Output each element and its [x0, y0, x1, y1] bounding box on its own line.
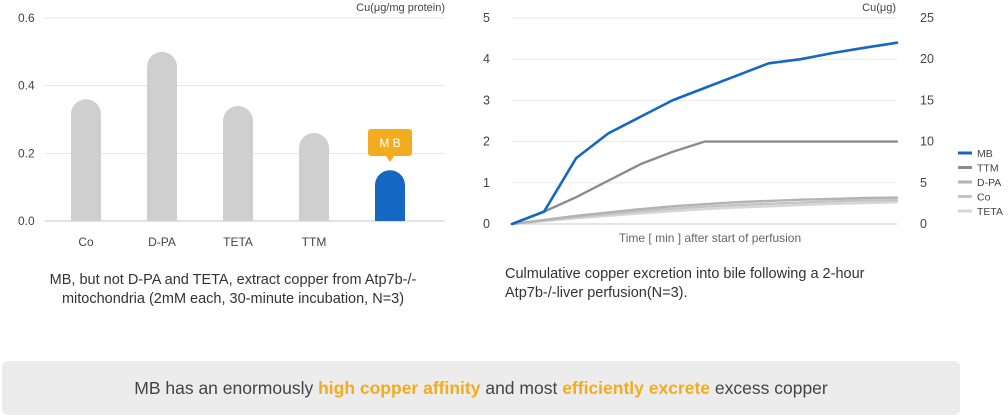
mb-callout-box	[368, 129, 412, 156]
banner-highlight-excrete: efficiently excrete	[562, 377, 711, 398]
right-legend: MB TTM D-PA Co TETA	[958, 148, 1003, 218]
right-left-y-axis: 0 1 2 3 4 5	[483, 11, 490, 231]
banner-text-3: excess copper	[710, 377, 828, 398]
right-left-tick-label: 2	[483, 135, 490, 149]
left-x-tick-label: TTM	[302, 235, 327, 249]
series-line-teta	[510, 200, 899, 226]
right-right-tick-label: 15	[920, 93, 934, 107]
series-line-ttm	[510, 140, 899, 226]
left-bars	[71, 51, 405, 221]
left-chart-caption: MB, but not D-PA and TETA, extract coppe…	[8, 271, 458, 309]
left-x-tick-label: TETA	[223, 235, 253, 249]
right-right-tick-label: 5	[920, 176, 927, 190]
charts-canvas: Cu(μg/mg protein) 0.0 0.2 0.4 0.6 Co D-PA TET…	[18, 2, 1003, 249]
legend-label-co: Co	[977, 192, 991, 204]
left-y-axis: 0.0 0.2 0.4 0.6	[18, 11, 35, 228]
bar-mb	[375, 170, 405, 221]
left-caption-line-2: mitochondria (2mM each, 30-minute incuba…	[61, 291, 405, 307]
right-right-tick-label: 25	[920, 11, 934, 25]
bar-co	[71, 99, 101, 221]
left-x-tick-label: D-PA	[148, 235, 176, 249]
right-caption-line-1: Culmulative copper excretion into bile f…	[505, 266, 865, 282]
right-left-tick-label: 3	[483, 93, 490, 107]
right-series-lines	[510, 41, 899, 226]
right-left-tick-label: 0	[483, 217, 490, 231]
left-x-axis: Co D-PA TETA TTM	[78, 235, 326, 249]
left-y-tick-label: 0.4	[18, 79, 35, 93]
summary-banner: MB has an enormously high copper affinit…	[2, 361, 960, 415]
copper-extraction-bar-chart: Cu(μg/mg protein) 0.0 0.2 0.4 0.6 Co D-PA TET…	[18, 2, 445, 249]
right-grid	[512, 17, 897, 225]
right-x-axis-label: Time [ min ] after start of perfusion	[619, 231, 801, 245]
banner-text-1: MB has an enormously	[134, 377, 319, 398]
right-right-tick-label: 10	[920, 135, 934, 149]
left-y-tick-label: 0.0	[18, 214, 35, 228]
bar-teta	[223, 105, 253, 221]
legend-label-ttm: TTM	[977, 163, 999, 175]
mb-callout-pointer	[386, 156, 394, 162]
legend-label-mb: MB	[977, 148, 993, 160]
right-unit-label: Cu(μg)	[862, 2, 896, 14]
left-y-tick-label: 0.6	[18, 11, 35, 25]
right-left-tick-label: 5	[483, 11, 490, 25]
left-caption-line-1: MB, but not D-PA and TETA, extract coppe…	[49, 272, 417, 288]
right-caption-line-2: Atp7b-/-liver perfusion(N=3).	[505, 285, 688, 301]
mb-callout: M B	[368, 129, 412, 162]
bar-d-pa	[147, 51, 177, 221]
left-y-tick-label: 0.2	[18, 146, 35, 160]
left-x-tick-label: Co	[78, 235, 94, 249]
right-chart-caption: Culmulative copper excretion into bile f…	[505, 265, 965, 303]
right-right-tick-label: 20	[920, 52, 934, 66]
mb-callout-label: M B	[379, 136, 400, 150]
right-left-tick-label: 4	[483, 52, 490, 66]
right-right-y-axis: 0 5 10 15 20 25	[920, 11, 934, 231]
series-line-mb	[510, 41, 899, 226]
right-right-tick-label: 0	[920, 217, 927, 231]
legend-label-teta: TETA	[977, 206, 1003, 218]
series-line-d-pa	[510, 196, 899, 226]
bar-ttm	[299, 133, 329, 221]
banner-highlight-affinity: high copper affinity	[318, 377, 481, 398]
right-left-tick-label: 1	[483, 176, 490, 190]
banner-text-2: and most	[480, 377, 563, 398]
legend-label-d-pa: D-PA	[977, 177, 1001, 189]
left-unit-label: Cu(μg/mg protein)	[356, 2, 445, 14]
copper-excretion-line-chart: Cu(μg) 0 1 2 3 4 5 0 5 10 15 20 25 Time [ min ] af…	[483, 2, 1003, 245]
